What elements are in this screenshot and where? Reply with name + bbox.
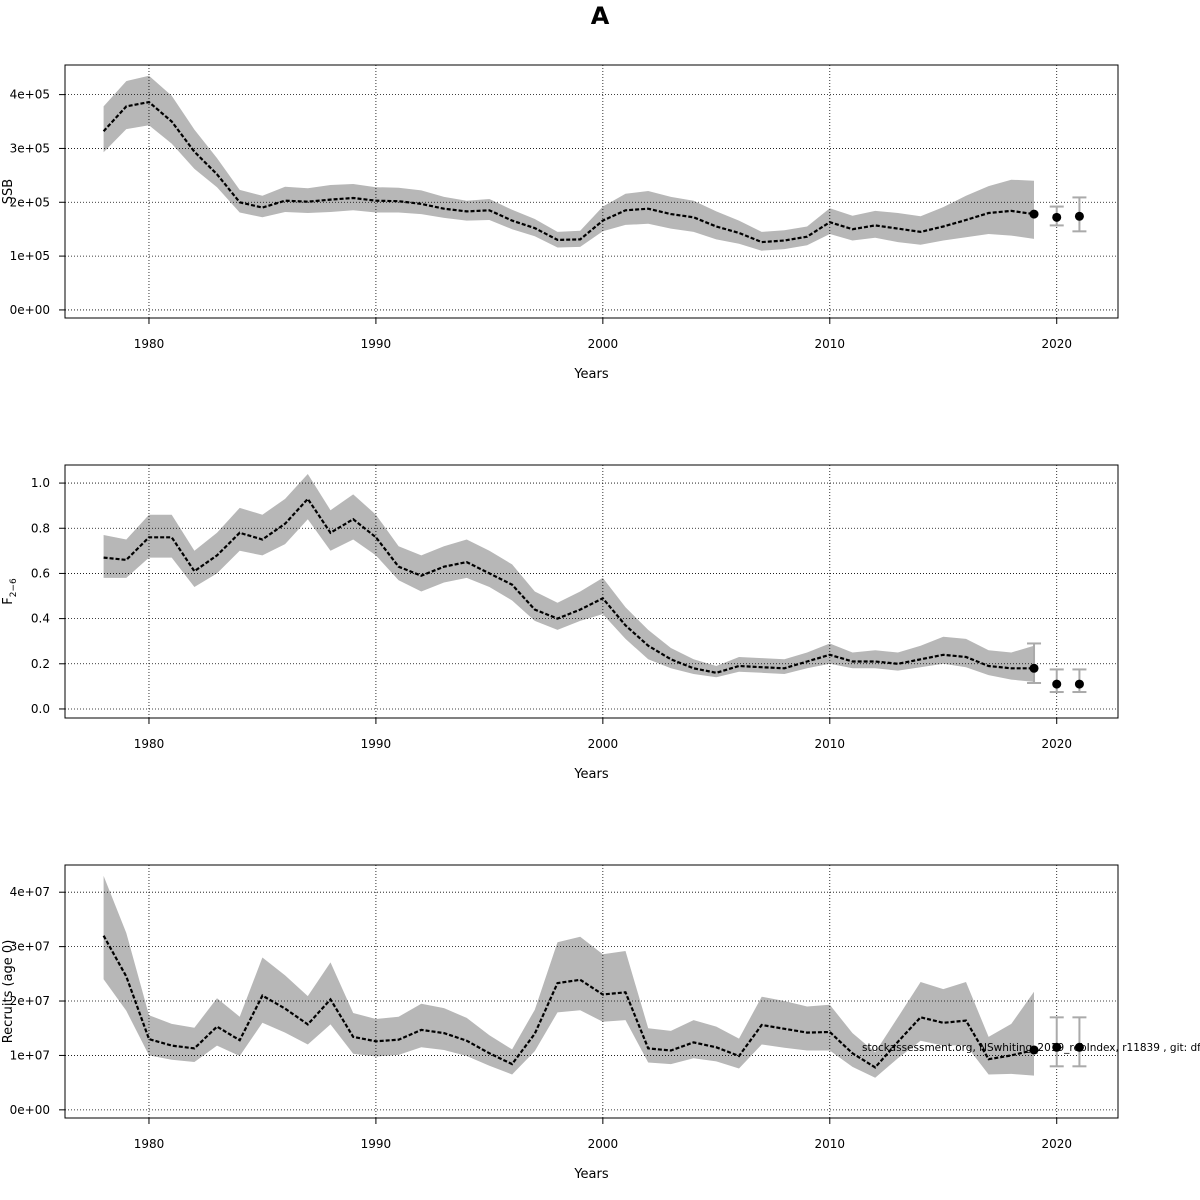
x-tick-label: 2000 — [588, 337, 619, 351]
x-tick-label: 1980 — [134, 737, 165, 751]
y-tick-label: 0e+00 — [10, 1103, 50, 1117]
y-tick-label: 2e+07 — [10, 994, 50, 1008]
forecast-point — [1052, 679, 1062, 689]
plot-frame — [64, 864, 1119, 1119]
x-tick-label: 2000 — [588, 1137, 619, 1151]
y-axis-label: Recruits (age 0) — [1, 940, 16, 1044]
y-tick-label: 4e+05 — [10, 88, 50, 102]
forecast-point — [1029, 663, 1039, 673]
estimate-line — [103, 497, 1034, 674]
y-tick-label: 1e+07 — [10, 1048, 50, 1062]
y-tick-label: 2e+05 — [10, 195, 50, 209]
plot-frame — [64, 64, 1119, 319]
y-tick-label: 3e+05 — [10, 141, 50, 155]
x-axis-label: Years — [573, 767, 609, 782]
chart-panel-2: 1980 1990 2000 2010 2020 0.0 0.2 0.4 0.6 0.8 1.0 Ye… — [1, 464, 1119, 782]
plot-frame — [64, 464, 1119, 719]
x-tick-label: 2020 — [1041, 337, 1072, 351]
confidence-band — [103, 875, 1035, 1078]
x-axis-label: Years — [573, 1167, 609, 1182]
annotation-text: stockassessment.org, NSwhiting_2019_rebI… — [862, 1042, 1200, 1054]
y-tick-label: 0.4 — [31, 612, 50, 626]
confidence-band — [103, 75, 1035, 251]
forecast-point — [1074, 679, 1084, 689]
y-tick-label: 3e+07 — [10, 940, 50, 954]
forecast-point — [1074, 1042, 1084, 1052]
estimate-line — [102, 100, 1035, 244]
estimate-line — [102, 935, 1035, 1069]
y-tick-label: 0.6 — [31, 566, 50, 580]
x-tick-label: 1990 — [361, 337, 392, 351]
y-axis-label-subscript: 2−6 — [9, 578, 19, 597]
y-tick-label: 1e+05 — [10, 249, 50, 263]
x-tick-label: 2010 — [815, 337, 846, 351]
confidence-band — [103, 474, 1035, 682]
forecast-point — [1029, 209, 1039, 219]
y-tick-label: 0e+00 — [10, 303, 50, 317]
y-tick-label: 1.0 — [31, 476, 50, 490]
chart-title: A — [590, 2, 610, 30]
x-tick-label: 1980 — [134, 1137, 165, 1151]
x-tick-label: 1990 — [361, 737, 392, 751]
y-tick-label: 4e+07 — [10, 885, 50, 899]
y-axis-label-main: F — [1, 597, 16, 604]
y-tick-label: 0.8 — [31, 521, 50, 535]
x-tick-label: 2000 — [588, 737, 619, 751]
y-axis-label: F2−6 — [1, 578, 19, 605]
x-tick-label: 2020 — [1041, 1137, 1072, 1151]
x-tick-label: 2010 — [815, 1137, 846, 1151]
x-tick-label: 2020 — [1041, 737, 1072, 751]
x-tick-label: 1980 — [134, 337, 165, 351]
x-tick-label: 1990 — [361, 1137, 392, 1151]
y-tick-label: 0.0 — [31, 702, 50, 716]
chart-panel-3: 1980 1990 2000 2010 2020 0e+00 1e+07 2e+07 3e+07… — [1, 864, 1200, 1182]
forecast-point — [1074, 211, 1084, 221]
forecast-point — [1029, 1045, 1039, 1055]
y-tick-label: 0.2 — [31, 657, 50, 671]
forecast-point — [1052, 1042, 1062, 1052]
y-axis-label: SSB — [1, 179, 16, 204]
x-tick-label: 2010 — [815, 737, 846, 751]
forecast-point — [1052, 212, 1062, 222]
chart-panel-1: 1980 1990 2000 2010 2020 0e+00 1e+05 2e+05 3e+05… — [1, 64, 1119, 382]
x-axis-label: Years — [573, 367, 609, 382]
